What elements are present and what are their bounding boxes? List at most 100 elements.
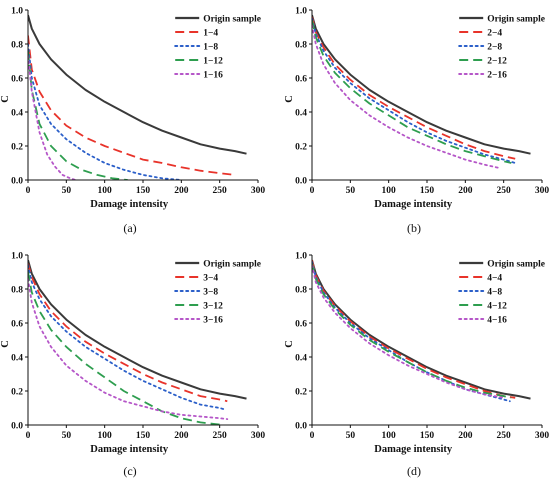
legend-label: 2−4 bbox=[487, 29, 502, 39]
y-tick-label: 0.0 bbox=[295, 177, 307, 187]
y-tick-label: 0.8 bbox=[295, 286, 307, 296]
chart-panel-3: 0 50 100 150 200 250 300 0.0 0.2 0.4 0.6 0.8 1.0 Dama… bbox=[0, 252, 265, 479]
y-tick-label: 1.0 bbox=[295, 7, 307, 17]
panel-tag: (b) bbox=[407, 221, 421, 235]
x-tick-label: 50 bbox=[62, 186, 72, 196]
x-axis-label: Damage intensity bbox=[90, 199, 169, 210]
legend-label: 1−12 bbox=[203, 57, 223, 67]
series-line-5 bbox=[312, 24, 501, 170]
series-line-4 bbox=[312, 263, 512, 399]
legend-label: 4−8 bbox=[487, 288, 502, 298]
legend-label: 4−12 bbox=[487, 302, 507, 312]
y-tick-label: 0.0 bbox=[295, 422, 307, 432]
x-tick-label: 300 bbox=[535, 431, 550, 441]
series-line-5 bbox=[28, 277, 229, 421]
series-line-3 bbox=[312, 17, 517, 164]
y-tick-label: 0.0 bbox=[11, 177, 23, 187]
x-axis-label: Damage intensity bbox=[374, 444, 453, 455]
legend-label: Origin sample bbox=[487, 260, 545, 270]
x-tick-label: 300 bbox=[251, 431, 266, 441]
x-tick-label: 150 bbox=[420, 431, 435, 441]
series-line-1 bbox=[28, 259, 247, 400]
y-tick-label: 0.2 bbox=[295, 143, 307, 153]
legend-label: 1−8 bbox=[203, 43, 218, 53]
series-line-1 bbox=[28, 14, 247, 155]
x-tick-label: 150 bbox=[136, 431, 151, 441]
series-line-2 bbox=[312, 259, 516, 399]
panel-tag: (c) bbox=[123, 464, 136, 478]
legend-label: 4−4 bbox=[487, 274, 502, 284]
y-axis-label: C bbox=[0, 340, 11, 348]
x-tick-label: 0 bbox=[310, 431, 315, 441]
y-axis-label: C bbox=[0, 95, 11, 103]
legend-label: 3−12 bbox=[203, 302, 223, 312]
chart-panel-4: 0 50 100 150 200 250 300 0.0 0.2 0.4 0.6 0.8 1.0 Dama… bbox=[284, 252, 549, 479]
y-tick-label: 0.4 bbox=[11, 109, 23, 119]
legend-label: 3−8 bbox=[203, 288, 218, 298]
legend-label: 2−8 bbox=[487, 43, 502, 53]
x-tick-label: 200 bbox=[174, 431, 189, 441]
x-tick-label: 50 bbox=[62, 431, 72, 441]
y-tick-label: 0.8 bbox=[11, 286, 23, 296]
x-tick-label: 250 bbox=[213, 431, 228, 441]
y-tick-label: 1.0 bbox=[11, 252, 23, 262]
x-tick-label: 250 bbox=[497, 186, 512, 196]
x-tick-label: 0 bbox=[26, 431, 31, 441]
y-tick-label: 0.6 bbox=[295, 75, 307, 85]
series-line-4 bbox=[28, 50, 128, 180]
y-tick-label: 0.6 bbox=[295, 320, 307, 330]
x-tick-label: 200 bbox=[458, 431, 473, 441]
y-tick-label: 0.8 bbox=[295, 41, 307, 51]
panel-tag: (a) bbox=[123, 221, 136, 235]
x-tick-label: 300 bbox=[251, 186, 266, 196]
legend-label: 1−4 bbox=[203, 29, 218, 39]
y-tick-label: 0.4 bbox=[295, 354, 307, 364]
x-axis-label: Damage intensity bbox=[90, 444, 169, 455]
series-line-2 bbox=[312, 16, 516, 160]
series-line-1 bbox=[312, 259, 531, 400]
panel-tag: (d) bbox=[407, 464, 421, 478]
legend-label: 2−12 bbox=[487, 57, 507, 67]
y-tick-label: 0.4 bbox=[295, 109, 307, 119]
y-tick-label: 0.6 bbox=[11, 75, 23, 85]
legend-label: 4−16 bbox=[487, 316, 507, 326]
x-tick-label: 50 bbox=[346, 431, 356, 441]
x-tick-label: 0 bbox=[310, 186, 315, 196]
y-tick-label: 0.8 bbox=[11, 41, 23, 51]
y-tick-label: 1.0 bbox=[295, 252, 307, 262]
series-line-3 bbox=[28, 264, 227, 411]
chart-panel-2: 0 50 100 150 200 250 300 0.0 0.2 0.4 0.6 0.8 1.0 Dama… bbox=[284, 7, 549, 236]
legend-label: Origin sample bbox=[487, 15, 545, 25]
x-tick-label: 150 bbox=[136, 186, 151, 196]
x-tick-label: 150 bbox=[420, 186, 435, 196]
x-tick-label: 100 bbox=[382, 431, 397, 441]
x-tick-label: 100 bbox=[98, 431, 113, 441]
series-line-4 bbox=[312, 20, 512, 164]
x-tick-label: 100 bbox=[98, 186, 113, 196]
y-tick-label: 0.6 bbox=[11, 320, 23, 330]
x-tick-label: 100 bbox=[382, 186, 397, 196]
series-line-2 bbox=[28, 263, 228, 403]
legend-label: 2−16 bbox=[487, 71, 507, 81]
x-tick-label: 200 bbox=[458, 186, 473, 196]
chart-panel-1: 0 50 100 150 200 250 300 0.0 0.2 0.4 0.6 0.8 1.0 Dama… bbox=[0, 7, 265, 236]
legend-label: Origin sample bbox=[203, 15, 261, 25]
legend-label: 3−4 bbox=[203, 274, 218, 284]
y-tick-label: 0.0 bbox=[11, 422, 23, 432]
x-tick-label: 250 bbox=[497, 431, 512, 441]
series-line-3 bbox=[28, 43, 183, 180]
x-tick-label: 300 bbox=[535, 186, 550, 196]
y-tick-label: 1.0 bbox=[11, 7, 23, 17]
x-tick-label: 250 bbox=[213, 186, 228, 196]
legend-label: Origin sample bbox=[203, 260, 261, 270]
series-line-4 bbox=[28, 271, 224, 425]
series-line-5 bbox=[312, 264, 505, 399]
y-tick-label: 0.2 bbox=[11, 388, 23, 398]
y-tick-label: 0.2 bbox=[295, 388, 307, 398]
y-axis-label: C bbox=[284, 95, 295, 103]
x-axis-label: Damage intensity bbox=[374, 199, 453, 210]
legend-label: 1−16 bbox=[203, 71, 223, 81]
series-line-3 bbox=[312, 260, 511, 403]
y-axis-label: C bbox=[284, 340, 295, 348]
